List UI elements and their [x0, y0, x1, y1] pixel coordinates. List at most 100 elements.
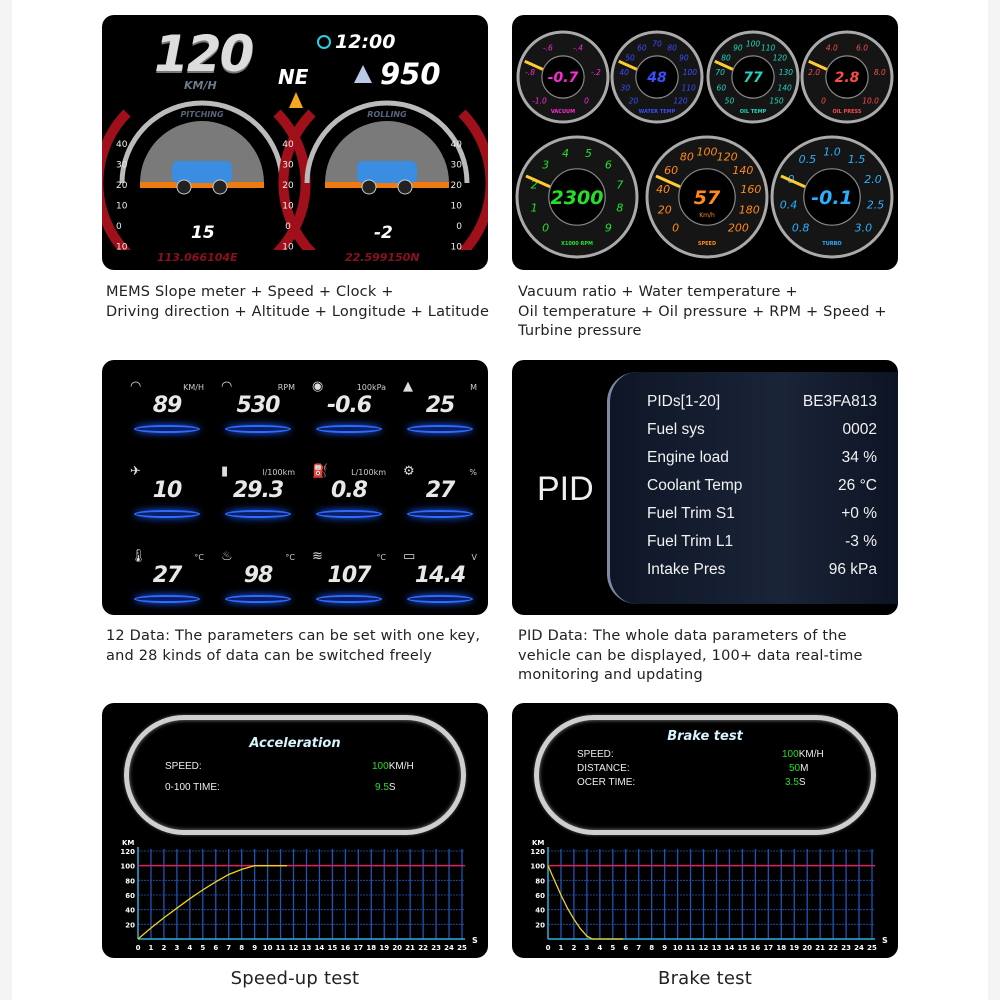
caption-speedup: Speed-up test: [230, 968, 360, 989]
gauge-tick-label: 4.0: [826, 43, 838, 52]
gauge-tick-label: 50: [725, 97, 735, 106]
gauge-tick-label: 70: [715, 68, 725, 77]
x-tick-label: 8: [239, 944, 244, 952]
gauge-tick-label: 0: [672, 221, 679, 234]
data-cell[interactable]: ⛽ L/100km 0.8: [304, 460, 394, 530]
data-value: 14.4: [414, 563, 466, 588]
horizon-dome: [140, 121, 264, 183]
gauge-name: VACUUM: [551, 109, 575, 115]
data-cell[interactable]: ♨ °C 98: [213, 545, 303, 615]
x-tick-label: 24: [444, 944, 454, 952]
x-axis-label: S: [472, 936, 478, 945]
data-cell[interactable]: ▭ V 14.4: [395, 545, 485, 615]
x-tick-label: 10: [263, 944, 273, 952]
x-tick-label: 13: [302, 944, 312, 952]
speed-unit: KM/H: [184, 79, 217, 92]
horizon-line: [140, 182, 264, 188]
gauge-tick-label: 3.0: [855, 221, 873, 234]
gauge-center: [548, 168, 606, 226]
gauge-tick-label: 100: [683, 68, 698, 77]
data-unit: l/100km: [262, 468, 295, 477]
caption-pid: PID Data: The whole data parameters of t…: [518, 627, 863, 686]
x-tick-label: 3: [174, 944, 179, 952]
time-value: 3.5S: [785, 777, 806, 788]
frame-ring: [124, 715, 466, 835]
scale-tick-label: 20: [451, 181, 463, 191]
scale-tick-label: 40: [282, 140, 294, 150]
x-tick-label: 2: [161, 944, 166, 952]
gauge-tick-label: 0: [821, 97, 826, 106]
scale-tick-label: 20: [282, 181, 294, 191]
caption-line: Turbine pressure: [518, 323, 642, 339]
mountain-icon: [354, 65, 372, 83]
pid-row: PIDs[1-20] BE3FA813: [647, 393, 877, 411]
scale-tick-label: 10: [451, 202, 463, 212]
x-axis-label: S: [882, 936, 888, 945]
gauge-tick-label: 60: [717, 83, 727, 92]
data-cell[interactable]: ⚙% 27: [395, 460, 485, 530]
data-cell[interactable]: ▲ M 25: [395, 375, 485, 445]
distance-unit: M: [800, 763, 809, 774]
pid-value: 96 kPa: [828, 561, 877, 578]
x-tick-label: 14: [315, 944, 325, 952]
clock-time: 12:00: [335, 31, 396, 53]
pid-row: Intake Pres 96 kPa: [647, 561, 877, 579]
red-arc: [102, 109, 131, 250]
gauge-value: -0.1: [811, 187, 853, 209]
gauge-tick-label: 1: [531, 201, 538, 214]
scale-tick-label: 30: [116, 161, 128, 171]
gauge-center: [635, 55, 679, 99]
speed-unit: KM/H: [798, 749, 824, 760]
wheel: [397, 179, 413, 195]
x-tick-label: 0: [546, 944, 551, 952]
x-tick-label: 11: [686, 944, 696, 952]
x-tick-label: 14: [725, 944, 735, 952]
time-label: 0-100 TIME:: [165, 782, 220, 793]
gauge-tick-label: 0: [542, 221, 549, 234]
horizon-line: [325, 182, 449, 188]
glow-base: [225, 595, 291, 603]
gauge-tick-label: 9: [605, 221, 612, 234]
data-unit: 100kPa: [356, 383, 386, 392]
time-value: 9.5S: [375, 782, 396, 793]
x-tick-label: 1: [149, 944, 154, 952]
data-value: 89: [152, 393, 183, 418]
caption-brake: Brake test: [658, 968, 752, 989]
data-cell[interactable]: ≋ °C 107: [304, 545, 394, 615]
data-cell[interactable]: 🌡 °C 27: [122, 545, 212, 615]
x-tick-label: 4: [187, 944, 192, 952]
latitude: 22.599150N: [345, 251, 420, 264]
glow-base: [134, 425, 200, 433]
x-tick-label: 15: [738, 944, 748, 952]
speedometer-icon: ◠: [130, 379, 142, 394]
data-cell[interactable]: ◠ KM/H 89: [122, 375, 212, 445]
thermometer-icon: 🌡: [130, 549, 147, 564]
pid-row: Coolant Temp 26 °C: [647, 477, 877, 495]
scale-tick-label: 20: [116, 181, 128, 191]
gauge-tick-label: 30: [621, 83, 631, 92]
pitch-value: 15: [191, 223, 215, 243]
data-cell[interactable]: ◠ RPM 530: [213, 375, 303, 445]
gauge-value: 2.8: [835, 70, 860, 86]
gauge-tick-label: -.2: [591, 68, 601, 77]
data-cell[interactable]: ◉ 100kPa -0.6: [304, 375, 394, 445]
car-rear-icon: [357, 161, 417, 183]
data-cell[interactable]: ▮ l/100km 29.3: [213, 460, 303, 530]
caption-slope: MEMS Slope meter + Speed + Clock + Drivi…: [106, 283, 489, 322]
x-tick-label: 18: [366, 944, 376, 952]
x-tick-label: 8: [649, 944, 654, 952]
data-cell[interactable]: ✈ 10: [122, 460, 212, 530]
wheel: [361, 179, 377, 195]
brake-screen: Brake test SPEED: 100KM/H DISTANCE: 50M …: [512, 703, 898, 958]
gauge-center: [825, 55, 869, 99]
x-tick-label: 21: [815, 944, 825, 952]
data-unit: L/100km: [351, 468, 386, 477]
gauge-tick-label: 140: [732, 164, 753, 177]
gauge-center: [678, 168, 736, 226]
x-tick-label: 13: [712, 944, 722, 952]
y-tick-label: 20: [125, 921, 135, 929]
data-value: 25: [425, 393, 456, 418]
speed-label: SPEED:: [577, 749, 614, 760]
speed-up-chart: 0 1 2 3 4 5 6 7 8 9 10 11 12 13 14 15 16 17 18 19 20 21 22 23 24…: [120, 839, 478, 952]
y-tick-label: 100: [120, 863, 135, 871]
